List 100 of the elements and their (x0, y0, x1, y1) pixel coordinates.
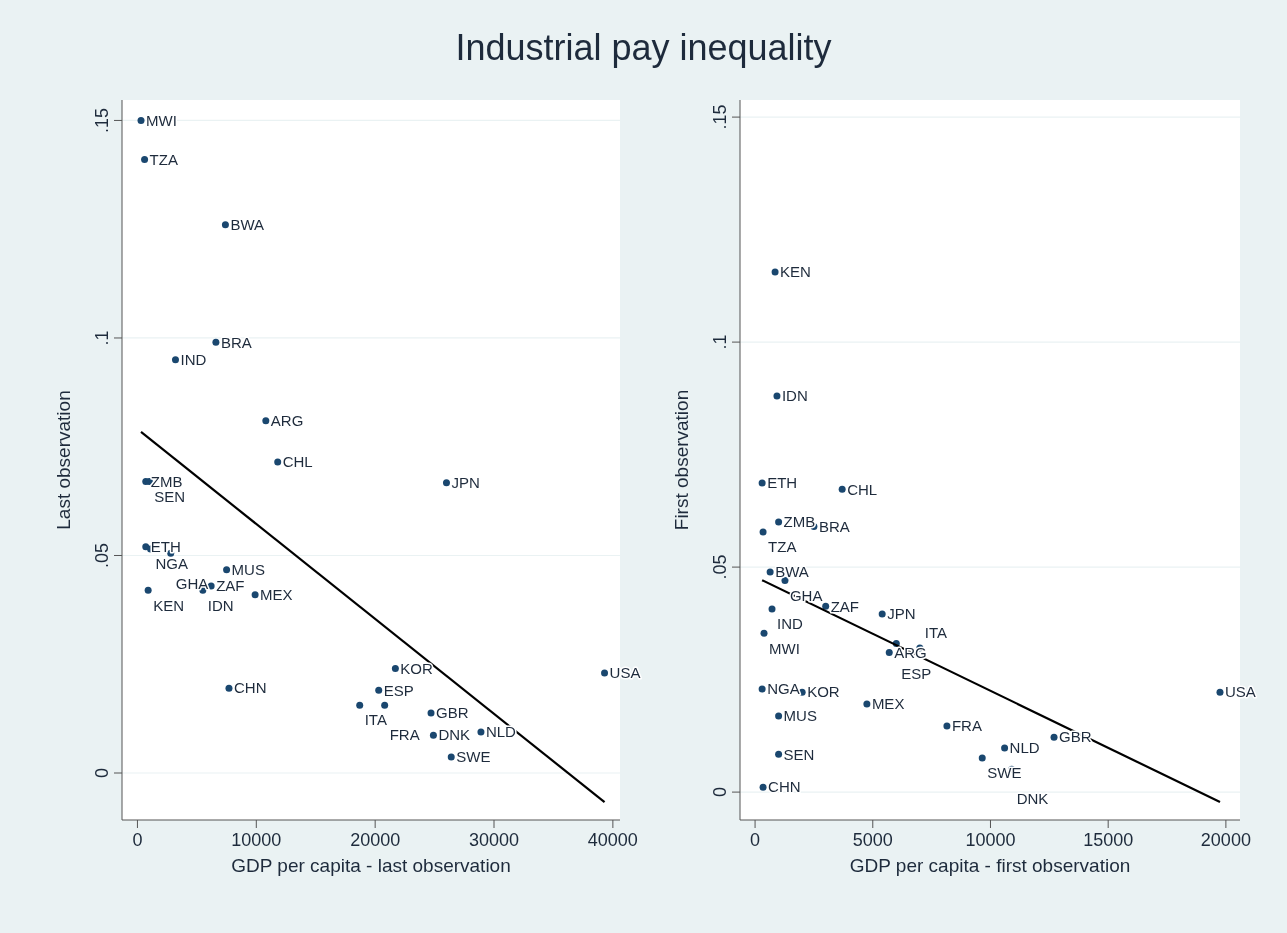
x-tick-label: 10000 (231, 830, 282, 850)
annotation: SWE (456, 748, 491, 766)
annotation: SEN (154, 487, 186, 505)
annotation: NLD (1009, 739, 1040, 757)
point (1050, 733, 1058, 741)
x-tick-label: 40000 (587, 830, 638, 850)
y-axis-title: Last observation (53, 390, 74, 530)
point (391, 665, 399, 673)
point (760, 629, 768, 637)
point (442, 479, 450, 487)
annotation: MEX (871, 695, 905, 713)
point (773, 392, 781, 400)
annotation: ZAF (830, 597, 860, 615)
y-tick-label: .1 (92, 330, 112, 346)
annotation: ETH (767, 474, 798, 492)
annotation: ZAF (216, 577, 245, 595)
annotation: MEX (260, 585, 293, 603)
point (758, 479, 766, 487)
annotation: BWA (775, 563, 809, 581)
x-tick-label: 30000 (468, 830, 520, 850)
annotation: USA (1224, 683, 1256, 701)
annotation: GHA (789, 586, 823, 604)
y-tick-label: .1 (710, 334, 730, 350)
chart-title: Industrial pay inequality (455, 27, 832, 68)
point (447, 753, 455, 761)
point (221, 221, 229, 229)
point (775, 518, 783, 526)
point (885, 649, 893, 657)
point (171, 356, 179, 364)
point (212, 338, 220, 346)
annotation: MUS (231, 561, 265, 579)
y-tick-label: 0 (92, 768, 112, 779)
y-tick-label: .05 (710, 554, 730, 580)
y-axis-title: First observation (671, 389, 692, 531)
annotation: KOR (807, 683, 840, 701)
annotation: MWI (146, 111, 177, 129)
y-tick-label: .15 (92, 107, 112, 133)
annotation: TZA (149, 150, 178, 168)
point (381, 701, 389, 709)
point (863, 700, 871, 708)
point (771, 268, 779, 276)
y-tick-label: .15 (710, 104, 730, 130)
point (262, 417, 270, 425)
x-tick-label: 5000 (852, 830, 893, 850)
annotation: GHA (175, 574, 209, 592)
point (775, 750, 783, 758)
point (1216, 688, 1224, 696)
annotation: CHN (233, 679, 267, 697)
point (251, 591, 259, 599)
annotation: DNK (1016, 790, 1049, 808)
annotation: ZMB (783, 513, 816, 531)
point (429, 731, 437, 739)
y-tick-label: 0 (710, 787, 730, 798)
x-tick-label: 20000 (1200, 830, 1251, 850)
annotation: GBR (436, 704, 469, 722)
point (768, 605, 776, 613)
annotation: NLD (485, 723, 517, 741)
annotation: JPN (451, 474, 480, 492)
point (943, 722, 951, 730)
annotation: MUS (783, 707, 817, 725)
annotation: KOR (400, 659, 434, 677)
annotation: TZA (768, 538, 797, 556)
annotation: IDN (207, 596, 234, 614)
x-axis-title: GDP per capita - last observation (231, 855, 511, 876)
point (356, 701, 364, 709)
annotation: BRA (818, 517, 850, 535)
point (838, 485, 846, 493)
y-tick-label: .05 (92, 542, 112, 569)
annotation: JPN (887, 605, 916, 623)
annotation: KEN (153, 596, 184, 614)
point (758, 685, 766, 693)
x-tick-label: 15000 (1083, 830, 1134, 850)
annotation: IND (180, 350, 207, 368)
point (822, 602, 830, 610)
annotation: ETH (150, 538, 181, 556)
point (759, 783, 767, 791)
annotation: CHN (768, 778, 801, 796)
x-tick-label: 0 (132, 830, 143, 850)
annotation: IDN (781, 387, 808, 405)
point (601, 669, 609, 677)
point (137, 116, 145, 124)
point (223, 566, 231, 574)
annotation: SWE (987, 764, 1022, 782)
point (144, 586, 152, 594)
point (1001, 744, 1009, 752)
point (225, 684, 233, 692)
annotation: IND (777, 615, 804, 633)
annotation: USA (609, 664, 641, 682)
annotation: ESP (383, 681, 414, 699)
annotation: CHL (282, 453, 313, 471)
point (477, 728, 485, 736)
annotation: SEN (783, 745, 815, 763)
x-axis-title: GDP per capita - first observation (849, 855, 1131, 876)
annotation: KEN (780, 263, 811, 281)
point (978, 754, 986, 762)
annotation: ARG (270, 411, 304, 429)
annotation: BRA (220, 333, 252, 351)
annotation: FRA (951, 717, 982, 735)
annotation: NGA (767, 680, 800, 698)
x-tick-label: 10000 (965, 830, 1016, 850)
